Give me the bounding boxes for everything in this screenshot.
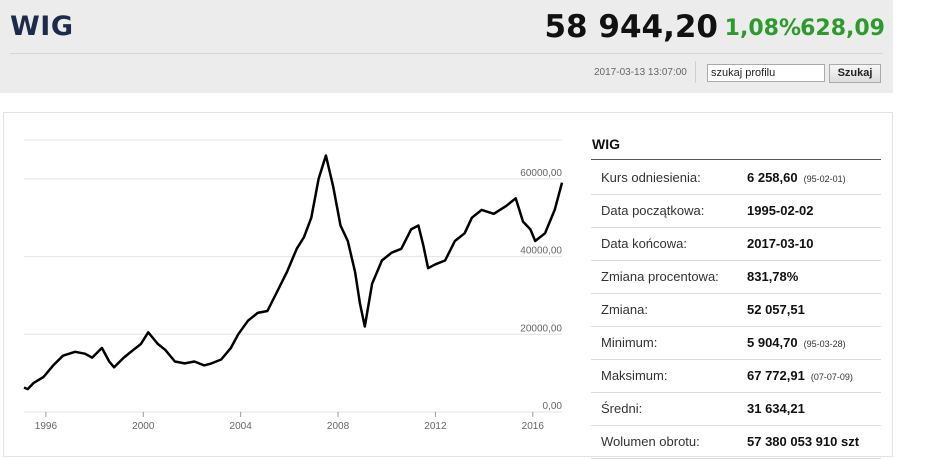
stats-row: Kurs odniesienia: 6 258,60 (95-02-01) (591, 161, 881, 195)
stats-row-label: Maksimum: (601, 368, 668, 383)
stats-row: Zmiana procentowa: 831,78% (591, 260, 881, 294)
stats-row-value: 67 772,91 (07-07-09) (747, 368, 853, 383)
stats-row-label: Kurs odniesienia: (601, 170, 701, 185)
change-percent: 1,08% (724, 16, 801, 41)
stats-row-value-text: 31 634,21 (747, 401, 805, 416)
change-absolute: 628,09 (800, 16, 885, 41)
stats-row-label: Wolumen obrotu: (601, 434, 700, 449)
y-tick-label: 40000,00 (520, 246, 562, 257)
header-separator (695, 61, 696, 83)
stats-row-value: 6 258,60 (95-02-01) (747, 170, 846, 185)
header-bar: WIG 58 944,20 1,08% 628,09 2017-03-13 13… (0, 0, 893, 93)
stats-row-label: Data końcowa: (601, 236, 687, 251)
stats-title-divider (591, 159, 881, 160)
stats-row-value-text: 1995-02-02 (747, 203, 814, 218)
stats-row-value-text: 2017-03-10 (747, 236, 814, 251)
stats-row-label: Data początkowa: (601, 203, 705, 218)
stats-row-value-text: 5 904,70 (747, 335, 798, 350)
stats-row: Maksimum: 67 772,91 (07-07-09) (591, 359, 881, 393)
y-tick-label: 20000,00 (520, 323, 562, 334)
stats-row: Wolumen obrotu: 57 380 053 910 szt (591, 425, 881, 459)
stats-row-value-text: 52 057,51 (747, 302, 805, 317)
stats-row-value: 31 634,21 (747, 401, 805, 416)
ticker-symbol: WIG (10, 11, 74, 42)
stats-row-label: Zmiana: (601, 302, 648, 317)
stats-row-value-text: 6 258,60 (747, 170, 798, 185)
stats-row-date: (95-03-28) (803, 339, 846, 349)
wig-price-line (23, 154, 564, 391)
stats-row: Średni: 31 634,21 (591, 392, 881, 426)
y-tick-label: 60000,00 (520, 168, 562, 179)
x-tick-label: 1996 (35, 421, 58, 432)
quote-timestamp: 2017-03-13 13:07:00 (594, 67, 687, 78)
stats-row-label: Średni: (601, 401, 643, 416)
stats-row-value-text: 57 380 053 910 szt (747, 434, 860, 449)
stats-row-value-text: 831,78% (747, 269, 799, 284)
stats-row: Data końcowa: 2017-03-10 (591, 227, 881, 261)
stats-row: Minimum: 5 904,70 (95-03-28) (591, 326, 881, 360)
stats-row-value: 57 380 053 910 szt (747, 434, 859, 449)
x-tick-label: 2012 (424, 421, 447, 432)
stats-row-date: (95-02-01) (803, 174, 846, 184)
stats-title: WIG (592, 136, 620, 152)
stats-row-value: 831,78% (747, 269, 798, 284)
stats-row-value: 1995-02-02 (747, 203, 814, 218)
stats-row-value: 2017-03-10 (747, 236, 814, 251)
stats-row-value: 5 904,70 (95-03-28) (747, 335, 846, 350)
stats-row: Zmiana: 52 057,51 (591, 293, 881, 327)
header-divider (10, 53, 883, 54)
x-tick-label: 2000 (132, 421, 155, 432)
x-tick-label: 2016 (522, 421, 545, 432)
stats-row-value-text: 67 772,91 (747, 368, 805, 383)
x-tick-label: 2004 (230, 421, 253, 432)
search-profile-input[interactable] (707, 64, 825, 82)
stats-row-label: Minimum: (601, 335, 658, 350)
search-button[interactable]: Szukaj (829, 64, 881, 83)
y-tick-label: 0,00 (543, 401, 563, 412)
current-price: 58 944,20 (544, 9, 718, 45)
x-tick-label: 2008 (327, 421, 350, 432)
stats-row-date: (07-07-09) (810, 372, 853, 382)
stats-row-value: 52 057,51 (747, 302, 805, 317)
stats-row-label: Zmiana procentowa: (601, 269, 719, 284)
stats-row: Data początkowa: 1995-02-02 (591, 194, 881, 228)
